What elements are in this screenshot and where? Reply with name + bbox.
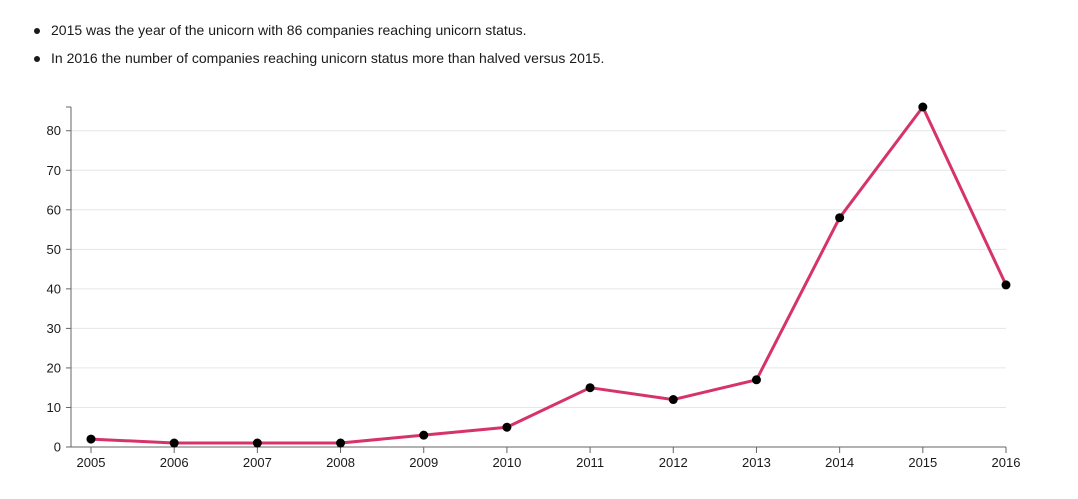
data-point-2015 (918, 102, 928, 112)
x-tick-label-2011: 2011 (576, 455, 604, 470)
data-point-2008 (336, 438, 346, 448)
x-tick-label-2012: 2012 (659, 455, 688, 470)
x-tick-label-2006: 2006 (160, 455, 189, 470)
data-point-2009 (419, 430, 429, 440)
axes (66, 106, 1007, 453)
x-tick-label-2008: 2008 (326, 455, 355, 470)
data-point-2006 (169, 438, 179, 448)
x-tick-label-2015: 2015 (908, 455, 937, 470)
x-tick-label-2013: 2013 (742, 455, 771, 470)
y-tick-label-50: 50 (47, 242, 61, 257)
data-point-2013 (751, 375, 761, 385)
y-tick-label-60: 60 (47, 202, 61, 217)
y-tick-label-10: 10 (47, 400, 61, 415)
data-point-2005 (86, 434, 96, 444)
y-tick-label-40: 40 (47, 281, 61, 296)
bullet-item-2: In 2016 the number of companies reaching… (32, 44, 604, 72)
data-points (86, 102, 1011, 448)
x-tick-label-2005: 2005 (77, 455, 106, 470)
bullet-dot-icon (34, 56, 40, 62)
data-point-2016 (1001, 280, 1011, 290)
bullet-text-1: 2015 was the year of the unicorn with 86… (51, 22, 527, 38)
x-tick-label-2014: 2014 (825, 455, 854, 470)
y-tick-label-70: 70 (47, 163, 61, 178)
x-tick-label-2010: 2010 (492, 455, 521, 470)
bullet-text-2: In 2016 the number of companies reaching… (51, 50, 605, 66)
data-point-2007 (252, 438, 262, 448)
gridlines (71, 130, 1006, 408)
series-line-0 (89, 105, 1008, 445)
series-line (89, 105, 1008, 445)
data-point-2014 (835, 213, 845, 223)
y-tick-label-0: 0 (54, 440, 61, 455)
x-tick-label-2016: 2016 (992, 455, 1021, 470)
y-tick-label-80: 80 (47, 123, 61, 138)
x-tick-label-2007: 2007 (243, 455, 272, 470)
x-tick-labels: 2005 2006 2007 2008 2009 2010 2011 2012 2013 2014… (77, 455, 1021, 470)
data-point-2010 (502, 422, 512, 432)
y-tick-label-30: 30 (47, 321, 61, 336)
y-tick-labels: 0 10 20 30 40 50 60 70 80 (47, 123, 61, 454)
y-tick-label-20: 20 (47, 360, 61, 375)
bullet-item-1: 2015 was the year of the unicorn with 86… (32, 16, 604, 44)
data-point-2012 (668, 395, 678, 405)
summary-bullets: 2015 was the year of the unicorn with 86… (32, 16, 604, 72)
bullet-dot-icon (34, 28, 40, 34)
x-tick-label-2009: 2009 (409, 455, 438, 470)
data-point-2011 (585, 383, 595, 393)
